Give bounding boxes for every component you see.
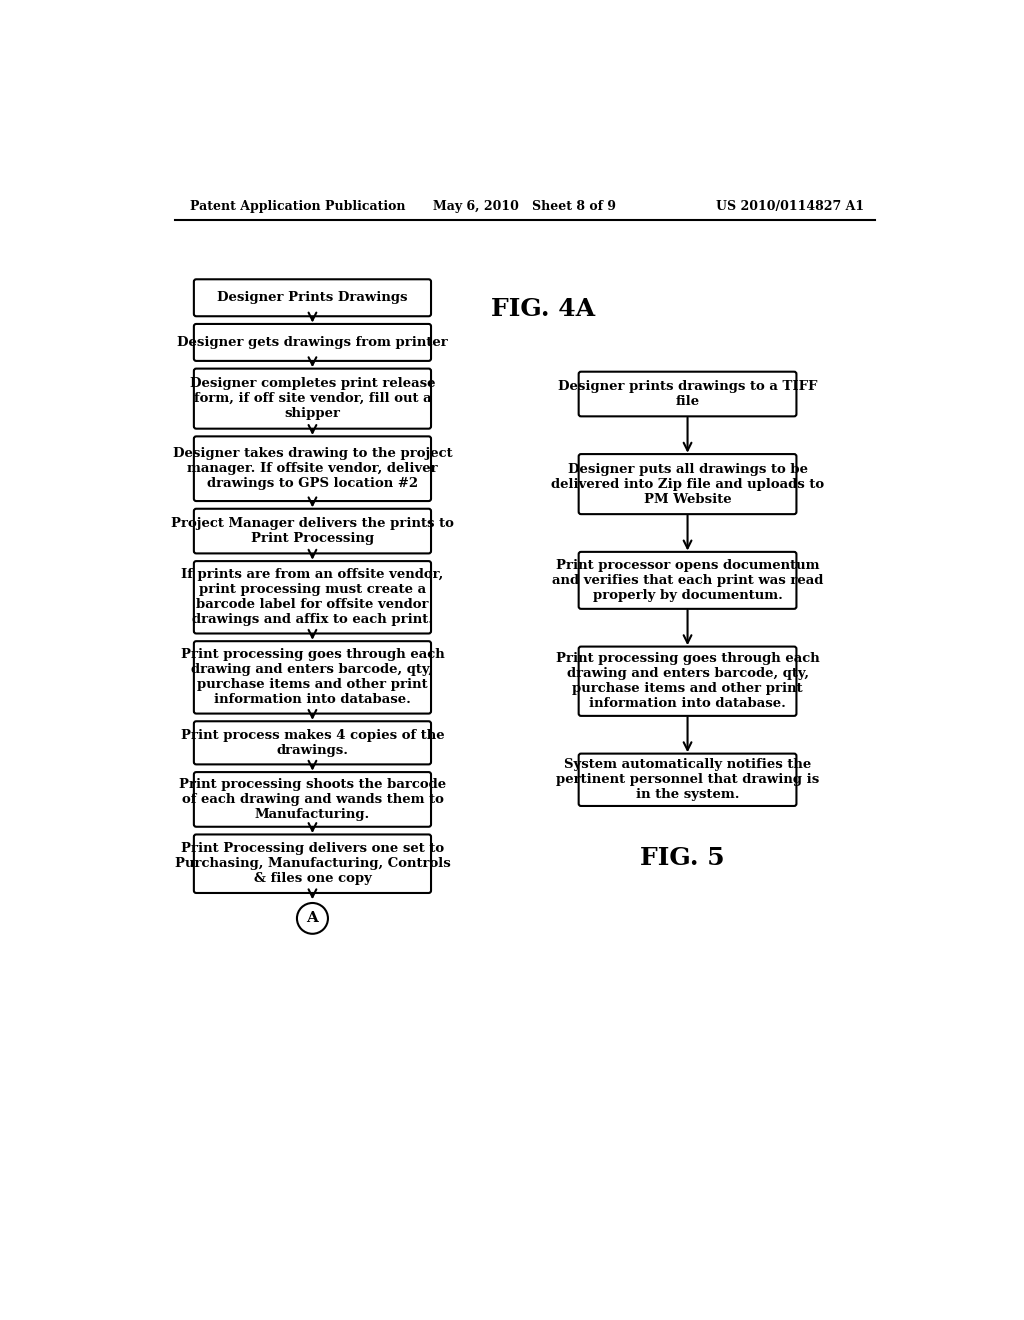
FancyBboxPatch shape [194,508,431,553]
Text: Designer prints drawings to a TIFF
file: Designer prints drawings to a TIFF file [558,380,817,408]
Text: Patent Application Publication: Patent Application Publication [190,199,406,213]
FancyBboxPatch shape [579,754,797,807]
FancyBboxPatch shape [579,454,797,515]
FancyBboxPatch shape [579,647,797,715]
Text: Print processor opens documentum
and verifies that each print was read
properly : Print processor opens documentum and ver… [552,558,823,602]
Text: US 2010/0114827 A1: US 2010/0114827 A1 [716,199,864,213]
FancyBboxPatch shape [194,280,431,317]
Text: Print processing shoots the barcode
of each drawing and wands them to
Manufactur: Print processing shoots the barcode of e… [179,777,446,821]
Text: Print process makes 4 copies of the
drawings.: Print process makes 4 copies of the draw… [180,729,444,756]
FancyBboxPatch shape [194,368,431,429]
Text: Print processing goes through each
drawing and enters barcode, qty,
purchase ite: Print processing goes through each drawi… [556,652,819,710]
Text: Print Processing delivers one set to
Purchasing, Manufacturing, Controls
& files: Print Processing delivers one set to Pur… [174,842,451,886]
Text: Designer takes drawing to the project
manager. If offsite vendor, deliver
drawin: Designer takes drawing to the project ma… [173,447,453,490]
FancyBboxPatch shape [194,323,431,360]
Text: FIG. 4A: FIG. 4A [490,297,595,321]
Text: May 6, 2010   Sheet 8 of 9: May 6, 2010 Sheet 8 of 9 [433,199,616,213]
FancyBboxPatch shape [194,772,431,826]
Text: A: A [306,911,318,925]
FancyBboxPatch shape [194,561,431,634]
FancyBboxPatch shape [194,721,431,764]
Text: If prints are from an offsite vendor,
print processing must create a
barcode lab: If prints are from an offsite vendor, pr… [181,569,443,626]
FancyBboxPatch shape [194,437,431,502]
Text: Designer Prints Drawings: Designer Prints Drawings [217,292,408,305]
FancyBboxPatch shape [579,552,797,609]
FancyBboxPatch shape [579,372,797,416]
Text: FIG. 5: FIG. 5 [640,846,724,870]
Text: Print processing goes through each
drawing and enters barcode, qty,
purchase ite: Print processing goes through each drawi… [180,648,444,706]
Text: Project Manager delivers the prints to
Print Processing: Project Manager delivers the prints to P… [171,517,454,545]
FancyBboxPatch shape [194,834,431,892]
Text: System automatically notifies the
pertinent personnel that drawing is
in the sys: System automatically notifies the pertin… [556,758,819,801]
Text: Designer gets drawings from printer: Designer gets drawings from printer [177,335,447,348]
FancyBboxPatch shape [194,642,431,714]
Text: Designer puts all drawings to be
delivered into Zip file and uploads to
PM Websi: Designer puts all drawings to be deliver… [551,462,824,506]
Text: Designer completes print release
form, if off site vendor, fill out a
shipper: Designer completes print release form, i… [189,378,435,420]
